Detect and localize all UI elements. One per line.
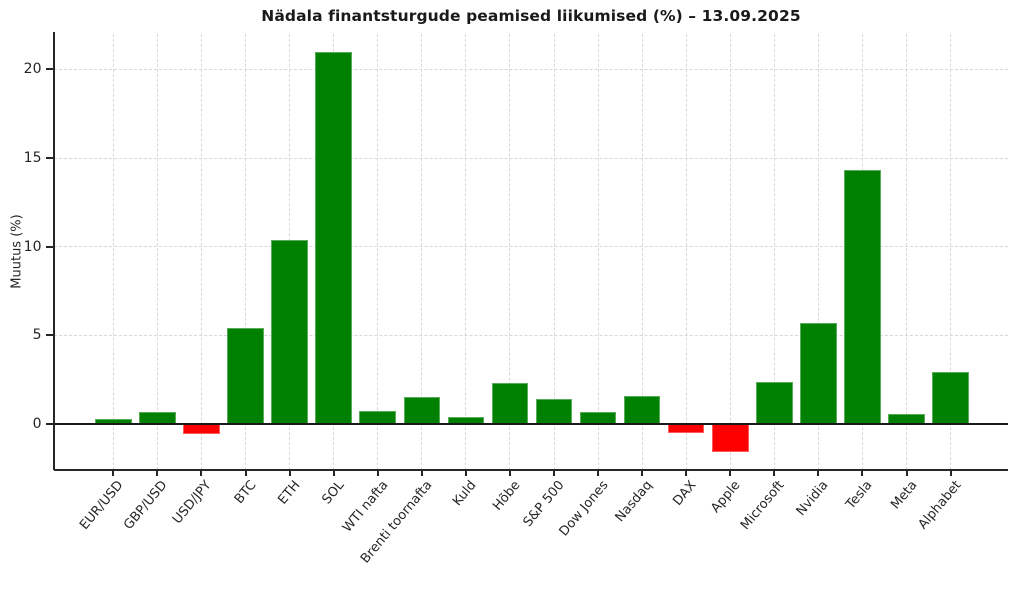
chart-title: Nädala finantsturgude peamised liikumise…: [261, 7, 801, 25]
gridline-vertical: [817, 34, 819, 470]
zero-axis-line: [53, 422, 1008, 425]
gridline-vertical: [906, 34, 908, 470]
gridline-vertical: [465, 34, 467, 470]
gridline-vertical: [641, 34, 643, 470]
x-tick-mark: [905, 471, 908, 476]
x-tick-mark: [200, 471, 203, 476]
bar-brenti-toornafta: [403, 397, 441, 424]
bar-usd-jpy: [183, 423, 220, 434]
gridline-vertical: [729, 34, 731, 470]
y-tick-label: 5: [32, 327, 42, 344]
bar-nvidia: [800, 322, 837, 424]
x-tick-mark: [332, 471, 335, 476]
y-tick-label: 10: [23, 238, 42, 255]
x-tick-mark: [949, 471, 952, 476]
x-axis-spine: [53, 469, 1008, 471]
gridline-vertical: [112, 34, 114, 470]
bar-tesla: [844, 170, 881, 424]
y-tick-label: 15: [23, 150, 42, 167]
x-tick-mark: [244, 471, 247, 476]
bar-sol: [315, 51, 352, 424]
bar-eur-usd: [95, 418, 132, 424]
gridline-horizontal: [53, 246, 1008, 248]
bar-gbp-usd: [139, 412, 176, 424]
x-tick-mark: [112, 471, 115, 476]
y-axis-spine: [52, 32, 55, 470]
bar-btc: [227, 328, 264, 424]
y-tick-mark: [45, 68, 53, 71]
bar-alphabet: [932, 371, 969, 424]
x-tick-mark: [288, 471, 291, 476]
gridline-vertical: [156, 34, 158, 470]
y-tick-mark: [45, 157, 53, 160]
y-tick-label: 20: [23, 61, 42, 78]
x-tick-mark: [861, 471, 864, 476]
x-tick-mark: [773, 471, 776, 476]
bar-kuld: [447, 416, 485, 424]
bar-meta: [888, 414, 925, 424]
x-tick-mark: [641, 471, 644, 476]
gridline-vertical: [950, 34, 952, 470]
bar-wti-nafta: [359, 410, 396, 424]
gridline-vertical: [773, 34, 775, 470]
gridline-horizontal: [53, 68, 1008, 70]
x-tick-mark: [508, 471, 511, 476]
bar-s-p-500: [535, 399, 573, 424]
x-tick-mark: [376, 471, 379, 476]
x-tick-mark: [553, 471, 555, 476]
x-tick-mark: [685, 471, 688, 476]
gridline-vertical: [200, 34, 202, 470]
x-tick-mark: [597, 471, 600, 476]
x-tick-mark: [817, 471, 820, 476]
y-tick-mark: [45, 245, 53, 248]
gridline-vertical: [597, 34, 599, 470]
bar-dax: [667, 423, 705, 433]
y-tick-label: 0: [32, 415, 42, 432]
gridline-vertical: [685, 34, 687, 470]
x-tick-mark: [156, 471, 159, 476]
bar-dow-jones: [579, 411, 617, 424]
gridline-vertical: [421, 34, 423, 470]
x-tick-mark: [464, 471, 467, 476]
x-tick-mark: [729, 471, 732, 476]
gridline-vertical: [377, 34, 379, 470]
bar-apple: [712, 423, 749, 453]
bar-h-be: [491, 383, 529, 424]
y-tick-mark: [45, 334, 53, 337]
bar-microsoft: [756, 382, 793, 424]
bar-nasdaq: [623, 395, 661, 424]
y-tick-mark: [45, 422, 53, 425]
gridline-vertical: [245, 34, 246, 470]
gridline-horizontal: [53, 334, 1008, 336]
x-tick-mark: [420, 471, 423, 476]
gridline-horizontal: [53, 157, 1008, 159]
gridline-vertical: [509, 34, 511, 470]
bar-eth: [271, 239, 308, 424]
gridline-vertical: [553, 34, 555, 470]
